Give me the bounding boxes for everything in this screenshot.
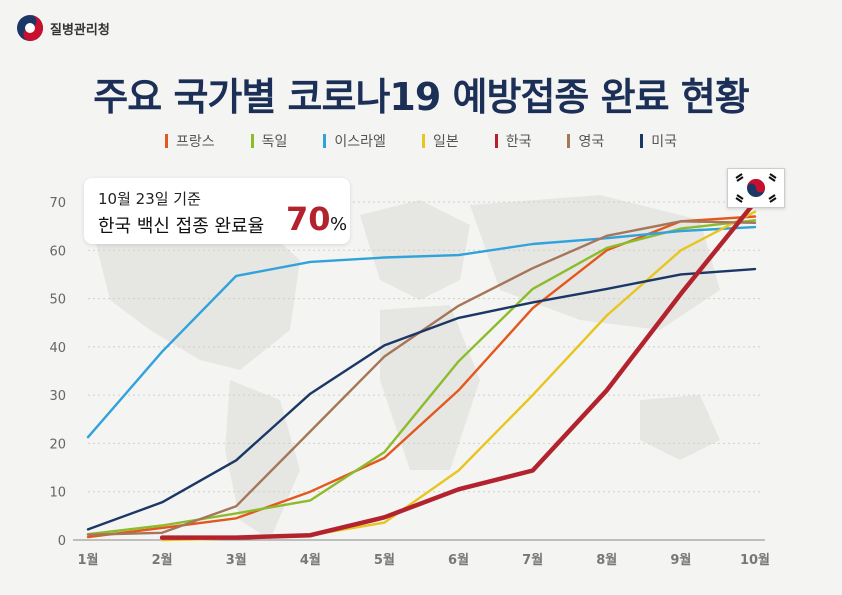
- y-tick-label: 40: [49, 341, 66, 356]
- legend-item: 프랑스: [165, 131, 215, 151]
- y-tick-label: 60: [49, 244, 66, 259]
- legend-label: 이스라엘: [334, 134, 386, 150]
- series-line-이스라엘: [86, 225, 757, 439]
- y-tick-label: 30: [49, 389, 66, 404]
- y-tick-label: 50: [49, 293, 66, 308]
- legend-swatch: [165, 134, 168, 148]
- legend-item: 일본: [421, 131, 459, 151]
- x-tick-label: 3월: [226, 552, 247, 568]
- map-landmass: [470, 195, 720, 330]
- legend-swatch: [494, 134, 498, 148]
- x-tick-label: 1월: [77, 552, 98, 568]
- legend-swatch: [640, 134, 644, 148]
- series-lines: [86, 199, 758, 542]
- x-tick-label: 7월: [522, 552, 543, 568]
- x-tick-label: 8월: [596, 552, 617, 568]
- callout-value: 70: [286, 200, 331, 238]
- x-tick-label: 2월: [152, 552, 173, 568]
- legend-label: 프랑스: [176, 134, 215, 150]
- legend: 프랑스 독일 이스라엘 일본 한국 영국 미국: [0, 131, 842, 151]
- y-tick-label: 70: [49, 196, 66, 211]
- korea-flag-icon: [727, 168, 785, 208]
- map-landmass: [95, 205, 300, 370]
- kdca-logo-icon: [17, 15, 43, 41]
- x-tick-label: 10월: [740, 552, 770, 568]
- x-tick-label: 4월: [300, 552, 321, 568]
- callout-box: 10월 23일 기준 한국 백신 접종 완료율 70 %: [84, 178, 350, 244]
- page-title: 주요 국가별 코로나19 예방접종 완료 현황: [93, 75, 749, 119]
- brand: 질병관리청: [16, 14, 110, 42]
- legend-label: 미국: [651, 134, 677, 150]
- series-line-한국: [159, 199, 758, 540]
- y-tick-label: 10: [49, 486, 66, 501]
- legend-swatch: [567, 134, 571, 148]
- series-line-미국: [86, 267, 757, 531]
- y-tick-label: 0: [58, 534, 66, 549]
- legend-item: 이스라엘: [323, 131, 386, 151]
- legend-swatch: [421, 134, 425, 148]
- legend-swatch: [250, 134, 254, 148]
- x-axis: 1월 2월 3월 4월 5월 6월 7월 8월 9월 10월: [77, 552, 770, 568]
- x-tick-label: 9월: [670, 552, 691, 568]
- legend-item: 영국: [567, 131, 604, 151]
- legend-item: 독일: [250, 131, 288, 151]
- legend-item: 한국: [494, 131, 532, 151]
- x-tick-label: 6월: [448, 552, 469, 568]
- legend-label: 한국: [505, 134, 532, 150]
- callout-date: 10월 23일 기준: [98, 190, 201, 208]
- y-axis: 0 10 20 30 40 50 60 70: [49, 196, 765, 549]
- legend-label: 일본: [432, 134, 459, 150]
- brand-name: 질병관리청: [50, 22, 110, 38]
- map-landmass: [640, 395, 720, 460]
- callout-unit: %: [330, 214, 348, 235]
- legend-item: 미국: [640, 131, 677, 151]
- legend-swatch: [323, 134, 327, 148]
- callout-label: 한국 백신 접종 완료율: [98, 216, 265, 237]
- x-tick-label: 5월: [374, 552, 395, 568]
- legend-label: 독일: [261, 134, 288, 150]
- y-tick-label: 20: [49, 437, 66, 452]
- legend-label: 영국: [578, 134, 605, 150]
